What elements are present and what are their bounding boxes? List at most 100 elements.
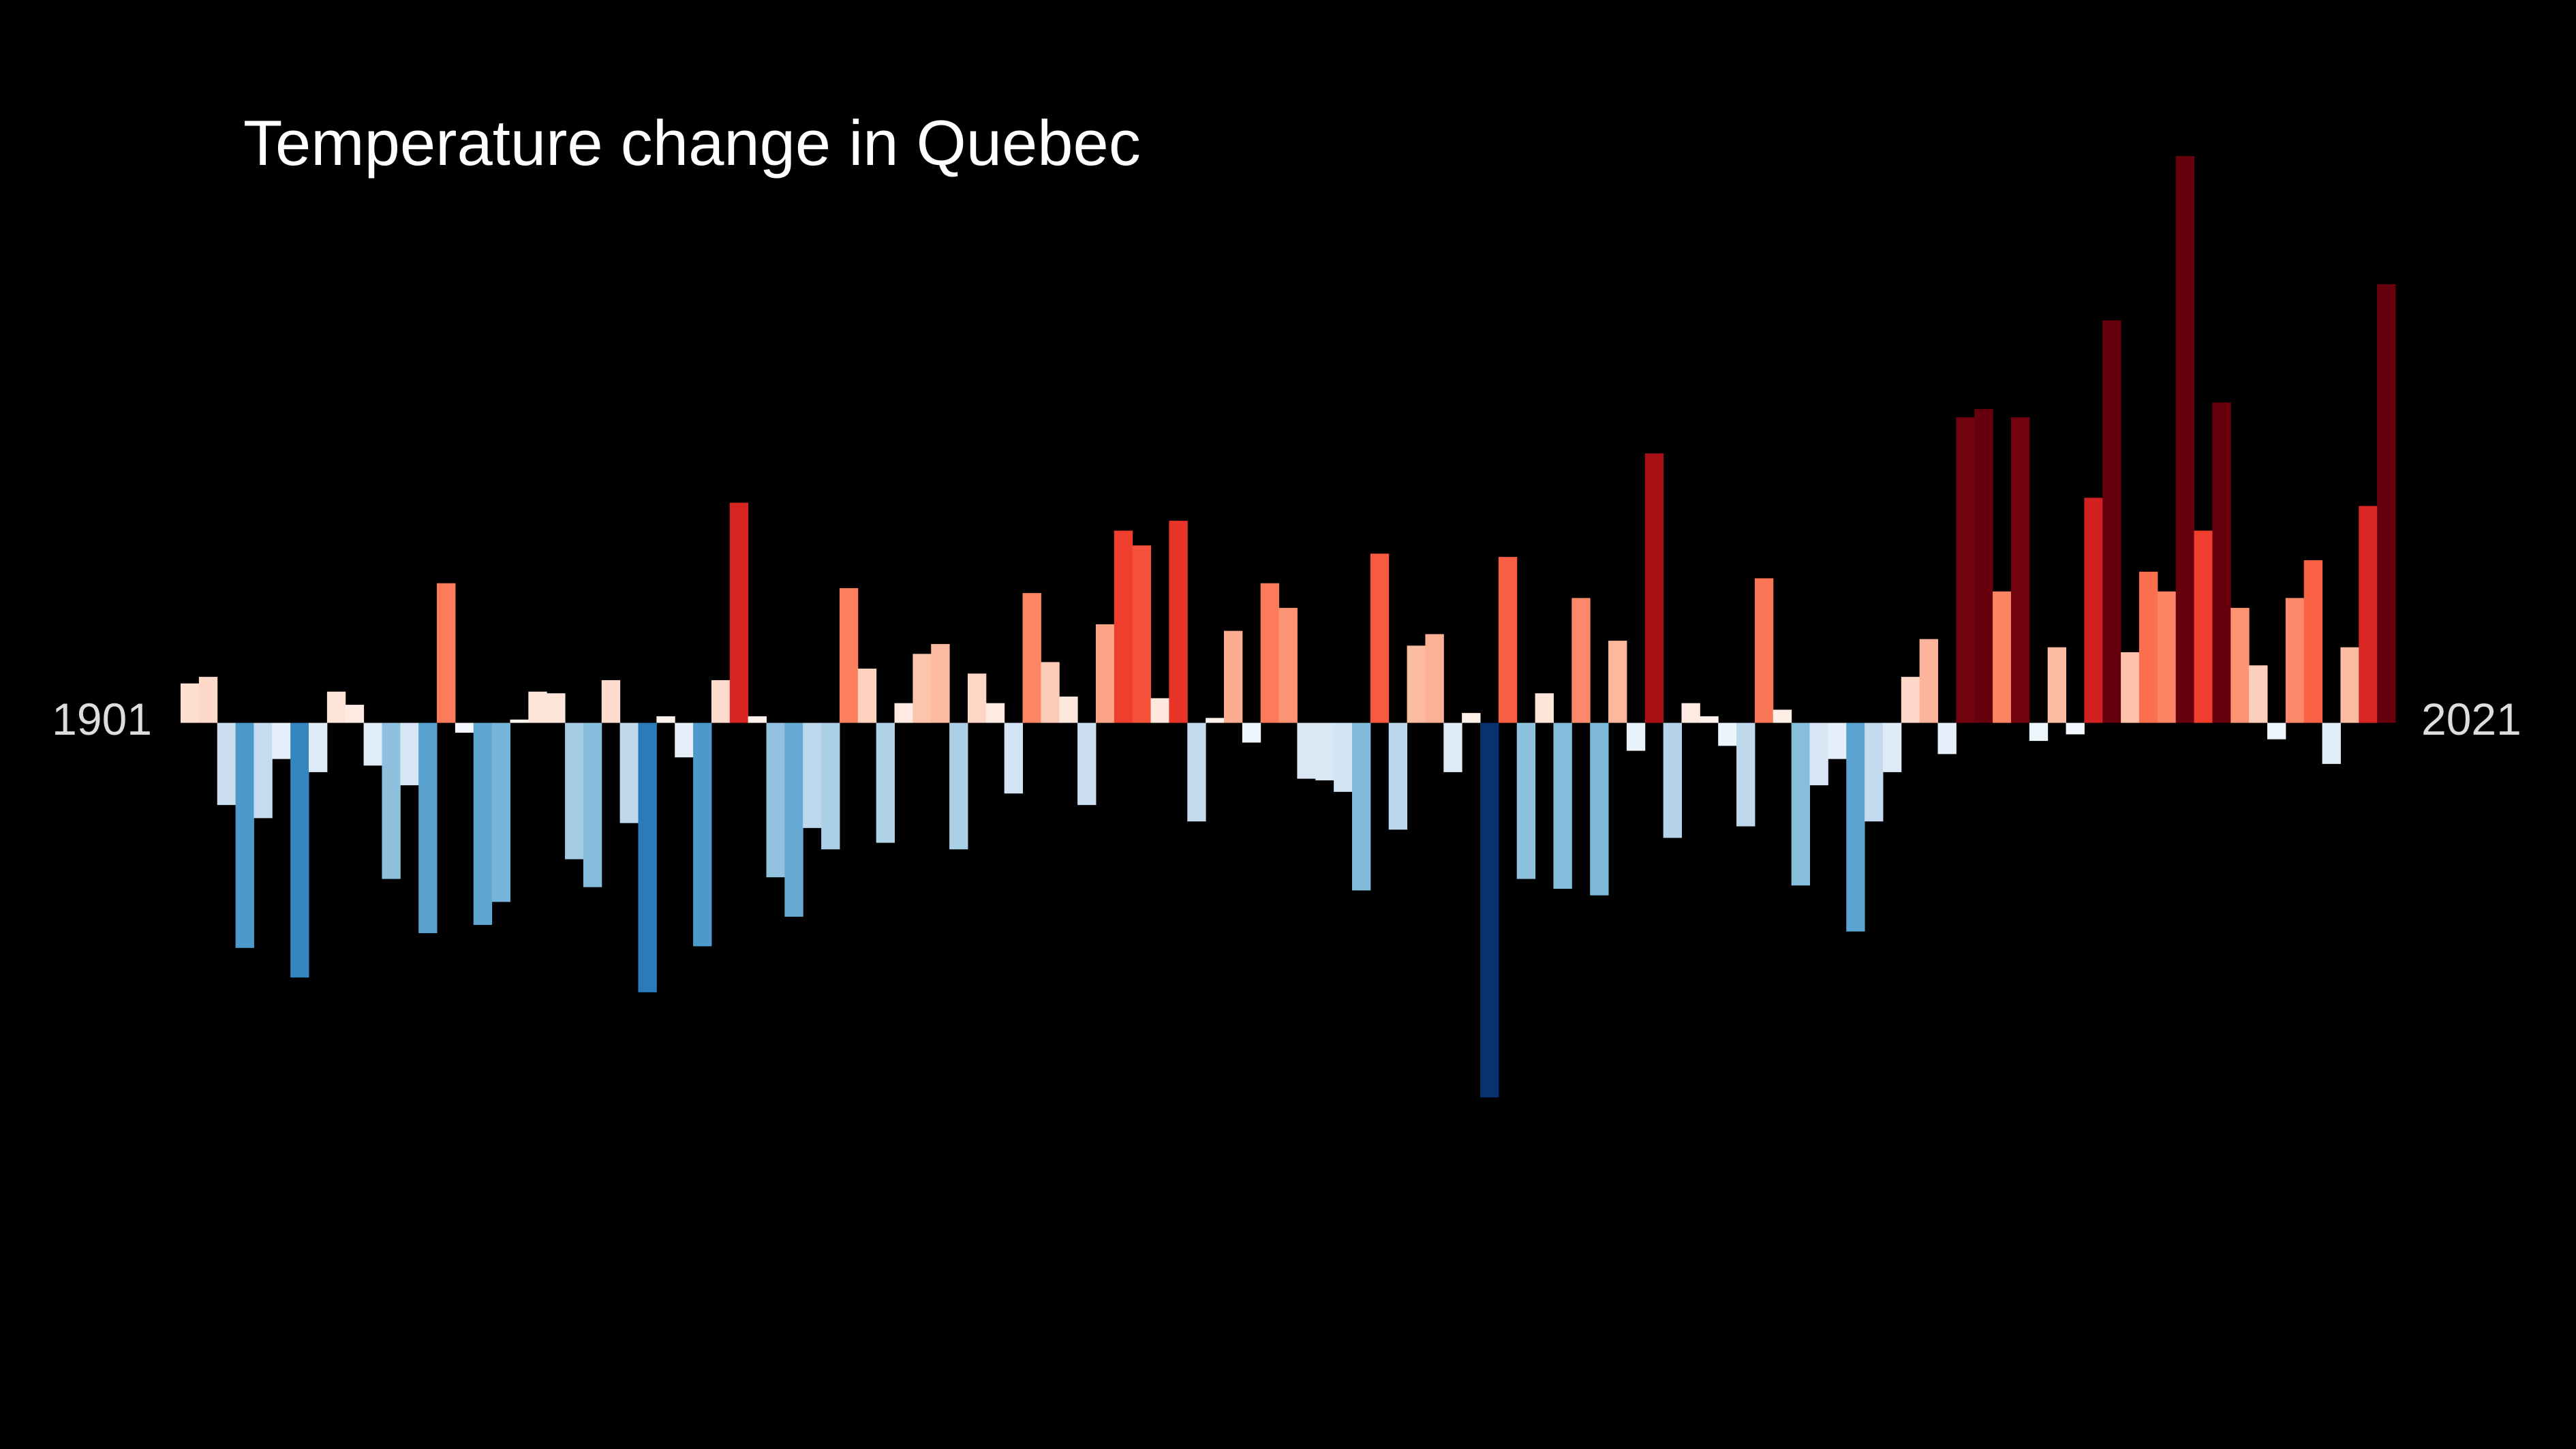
- bar: [2340, 647, 2359, 723]
- bar: [1187, 722, 1206, 822]
- bar: [729, 502, 749, 723]
- bar: [1956, 417, 1975, 723]
- bar: [1004, 722, 1024, 794]
- bar: [857, 669, 877, 723]
- bar: [656, 716, 675, 723]
- bar: [418, 722, 438, 934]
- bar: [693, 722, 712, 947]
- bar: [382, 722, 401, 879]
- bar: [1608, 641, 1627, 723]
- bar: [326, 691, 346, 723]
- bar: [363, 722, 382, 766]
- bar: [1919, 639, 1939, 723]
- bar: [1278, 607, 1298, 723]
- bar: [565, 722, 584, 859]
- bar: [1077, 722, 1097, 806]
- x-tick-label: 1901: [52, 694, 152, 744]
- bar: [1132, 545, 1152, 723]
- bar: [1206, 718, 1225, 723]
- bar: [1114, 530, 1133, 723]
- bar: [2047, 647, 2067, 723]
- bar: [821, 722, 840, 850]
- bar: [638, 722, 657, 992]
- bar: [1882, 722, 1902, 772]
- bar: [2175, 155, 2195, 723]
- bar: [894, 703, 913, 723]
- bar: [1352, 722, 1371, 891]
- bar: [1388, 722, 1408, 830]
- bar: [1041, 662, 1060, 723]
- bar: [1681, 703, 1700, 723]
- bar: [1644, 453, 1664, 723]
- bar: [839, 588, 859, 723]
- bar: [345, 705, 365, 723]
- bar: [198, 677, 218, 723]
- bar: [784, 722, 803, 917]
- bar: [1059, 697, 1078, 723]
- bar: [601, 680, 621, 723]
- bar: [1260, 583, 1280, 723]
- bar: [1407, 645, 1426, 723]
- bar: [1993, 591, 2012, 723]
- bar: [2084, 498, 2103, 723]
- bar: [1516, 722, 1536, 879]
- bar: [931, 643, 950, 723]
- bar: [473, 722, 493, 926]
- bar: [1242, 722, 1261, 743]
- bar: [1773, 710, 1792, 723]
- bar: [2212, 402, 2231, 723]
- bar: [711, 680, 731, 723]
- bar: [2194, 530, 2213, 723]
- bar: [2285, 598, 2305, 723]
- bar: [619, 722, 639, 823]
- bar: [1626, 722, 1646, 751]
- bar: [1700, 716, 1719, 723]
- bar: [1809, 722, 1828, 786]
- bar: [1846, 722, 1865, 932]
- bar: [1443, 722, 1462, 772]
- bar: [2249, 665, 2268, 723]
- bar: [217, 722, 236, 806]
- bar: [2303, 560, 2323, 723]
- bar: [1462, 713, 1481, 723]
- bar: [1498, 557, 1518, 723]
- bar: [967, 673, 987, 723]
- bar: [1370, 553, 1390, 723]
- bar: [1754, 578, 1774, 723]
- bar: [2010, 417, 2030, 723]
- bar: [547, 693, 566, 723]
- bar: [2121, 652, 2140, 723]
- bar: [1535, 693, 1554, 723]
- bar: [2066, 722, 2085, 735]
- bar: [766, 722, 785, 878]
- bar: [1718, 722, 1737, 746]
- bar: [437, 583, 456, 723]
- bar: [1223, 630, 1243, 723]
- bar: [1974, 409, 1993, 723]
- bar: [1791, 722, 1810, 886]
- bar: [1169, 521, 1188, 723]
- x-tick-label: 2021: [2421, 694, 2521, 744]
- bar: [1022, 593, 1041, 723]
- bar: [1828, 722, 1847, 759]
- bar: [309, 722, 328, 772]
- bar: [254, 722, 273, 819]
- bar: [2138, 571, 2158, 723]
- bar: [1663, 722, 1682, 838]
- bar: [1901, 677, 1920, 723]
- bar: [1334, 722, 1353, 792]
- bar: [2377, 284, 2396, 723]
- bar: [876, 722, 895, 843]
- bar: [272, 722, 291, 759]
- bar: [1150, 698, 1169, 723]
- bar: [290, 722, 309, 978]
- bar: [1553, 722, 1572, 889]
- bar: [1590, 722, 1609, 896]
- bar: [1425, 634, 1444, 723]
- bar: [2359, 506, 2378, 723]
- bar: [1480, 722, 1499, 1098]
- bar: [1095, 624, 1115, 723]
- bar: [949, 722, 968, 850]
- bar: [803, 722, 822, 828]
